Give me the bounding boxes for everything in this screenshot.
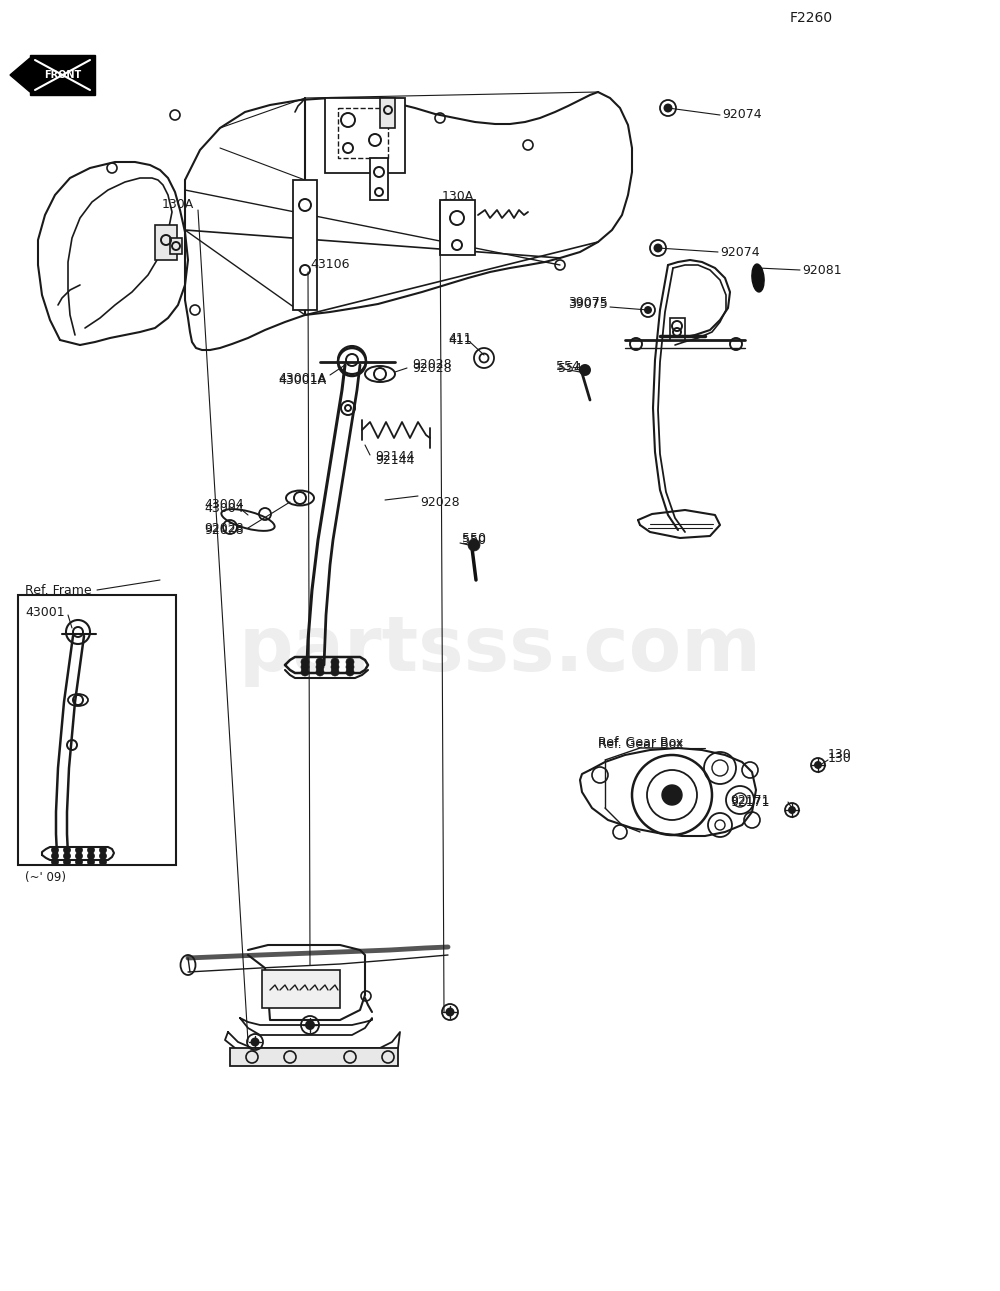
Polygon shape [30, 56, 95, 96]
Circle shape [446, 1008, 454, 1016]
Circle shape [88, 847, 94, 853]
Circle shape [468, 540, 480, 551]
Text: 92074: 92074 [720, 245, 760, 258]
Text: 43001A: 43001A [278, 373, 326, 386]
Bar [230, 1048, 398, 1066]
Text: 550: 550 [462, 532, 486, 545]
Text: 92028: 92028 [412, 361, 452, 374]
Circle shape [815, 762, 821, 768]
Text: 92074: 92074 [722, 108, 762, 121]
Bar [325, 98, 405, 173]
Circle shape [645, 307, 651, 312]
Circle shape [306, 1021, 314, 1029]
Text: 92028: 92028 [204, 523, 244, 537]
Circle shape [52, 852, 58, 860]
Text: 92028: 92028 [204, 522, 244, 534]
Text: Ref. Gear Box: Ref. Gear Box [598, 738, 683, 751]
Bar [170, 238, 182, 254]
Text: 92028: 92028 [420, 496, 460, 509]
Bar [155, 225, 177, 259]
Circle shape [100, 852, 106, 860]
Text: 43004: 43004 [204, 498, 244, 511]
Bar [670, 318, 685, 340]
Text: 411: 411 [448, 332, 472, 345]
Circle shape [662, 785, 682, 806]
Text: 39075: 39075 [568, 296, 608, 309]
Circle shape [301, 658, 309, 666]
Circle shape [316, 658, 324, 666]
Circle shape [346, 667, 354, 676]
Circle shape [331, 664, 339, 671]
Circle shape [100, 859, 106, 865]
Circle shape [301, 664, 309, 671]
Circle shape [301, 667, 309, 676]
Text: partsss.com: partsss.com [239, 613, 761, 687]
Circle shape [52, 859, 58, 865]
Circle shape [88, 859, 94, 865]
Circle shape [76, 852, 82, 860]
Polygon shape [10, 58, 30, 92]
Circle shape [346, 658, 354, 666]
Circle shape [76, 847, 82, 853]
Text: 43004: 43004 [204, 501, 244, 515]
Circle shape [331, 658, 339, 666]
Text: 130: 130 [828, 749, 852, 762]
Text: 130A: 130A [162, 199, 194, 212]
Text: 43001: 43001 [25, 605, 65, 618]
Text: 550: 550 [462, 533, 486, 546]
Bar [293, 179, 317, 310]
Text: FRONT: FRONT [44, 70, 82, 80]
Circle shape [331, 667, 339, 676]
Text: 92171: 92171 [730, 794, 770, 807]
Text: Ref. Gear Box: Ref. Gear Box [598, 736, 683, 749]
Text: 92144: 92144 [375, 453, 414, 466]
Text: 43001A: 43001A [278, 372, 326, 385]
Circle shape [64, 852, 70, 860]
Text: 92144: 92144 [375, 451, 414, 463]
Bar [262, 970, 340, 1008]
Text: 92028: 92028 [412, 359, 452, 372]
Circle shape [64, 847, 70, 853]
Text: 43106: 43106 [310, 258, 350, 271]
Text: 39075: 39075 [568, 298, 608, 311]
Text: F2260: F2260 [790, 12, 833, 25]
Circle shape [664, 105, 672, 111]
Text: 92081: 92081 [802, 263, 842, 276]
Text: 130A: 130A [442, 191, 474, 204]
Bar [440, 200, 475, 256]
Circle shape [64, 859, 70, 865]
Text: 92171: 92171 [730, 795, 770, 808]
Text: (~' 09): (~' 09) [25, 871, 66, 884]
Ellipse shape [752, 265, 764, 292]
Circle shape [789, 807, 795, 813]
Bar [370, 158, 388, 200]
Circle shape [346, 664, 354, 671]
Circle shape [580, 365, 590, 374]
Bar [18, 595, 176, 865]
Circle shape [654, 244, 662, 252]
Text: 130: 130 [828, 751, 852, 764]
Text: 554: 554 [556, 359, 580, 373]
Circle shape [88, 852, 94, 860]
Text: Ref. Frame: Ref. Frame [25, 584, 92, 596]
Circle shape [100, 847, 106, 853]
Circle shape [52, 847, 58, 853]
Circle shape [316, 664, 324, 671]
Text: 554: 554 [558, 361, 582, 374]
Circle shape [316, 667, 324, 676]
Circle shape [252, 1038, 258, 1046]
Bar [380, 98, 395, 128]
Circle shape [76, 859, 82, 865]
Text: 411: 411 [448, 333, 472, 346]
